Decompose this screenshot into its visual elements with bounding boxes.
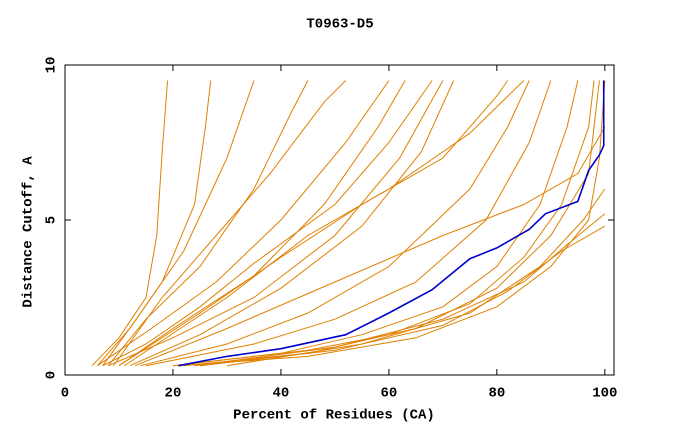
data-line	[102, 80, 433, 367]
data-line	[113, 80, 347, 366]
data-line	[97, 80, 390, 367]
plot-frame	[64, 64, 615, 376]
x-tick-label: 60	[380, 386, 397, 402]
data-line	[91, 80, 169, 367]
y-tick-label: 5	[44, 216, 60, 224]
data-line	[194, 213, 606, 367]
x-tick-label: 0	[61, 386, 69, 402]
data-line	[145, 80, 552, 367]
data-line	[172, 80, 579, 367]
y-tick-label: 10	[44, 57, 60, 74]
data-line	[199, 225, 606, 367]
x-tick-label: 80	[488, 386, 505, 402]
data-line	[102, 80, 255, 366]
data-line	[140, 80, 530, 367]
data-line	[118, 80, 406, 367]
data-line	[107, 80, 444, 367]
y-axis-label: Distance Cutoff, A	[21, 156, 37, 308]
y-tick-label: 0	[44, 371, 60, 379]
data-line	[183, 80, 600, 367]
data-line	[97, 80, 212, 367]
data-line	[129, 80, 455, 367]
x-tick-label: 40	[273, 386, 290, 402]
chart-title: T0963-D5	[306, 17, 373, 33]
data-line	[178, 80, 606, 367]
data-line	[172, 80, 595, 367]
data-line	[107, 80, 309, 367]
data-line	[226, 188, 606, 367]
x-tick-label: 100	[592, 386, 617, 402]
x-tick-label: 20	[165, 386, 182, 402]
x-axis-label: Percent of Residues (CA)	[233, 408, 435, 424]
data-line	[178, 80, 605, 367]
data-line	[134, 126, 606, 367]
data-line	[124, 80, 525, 367]
